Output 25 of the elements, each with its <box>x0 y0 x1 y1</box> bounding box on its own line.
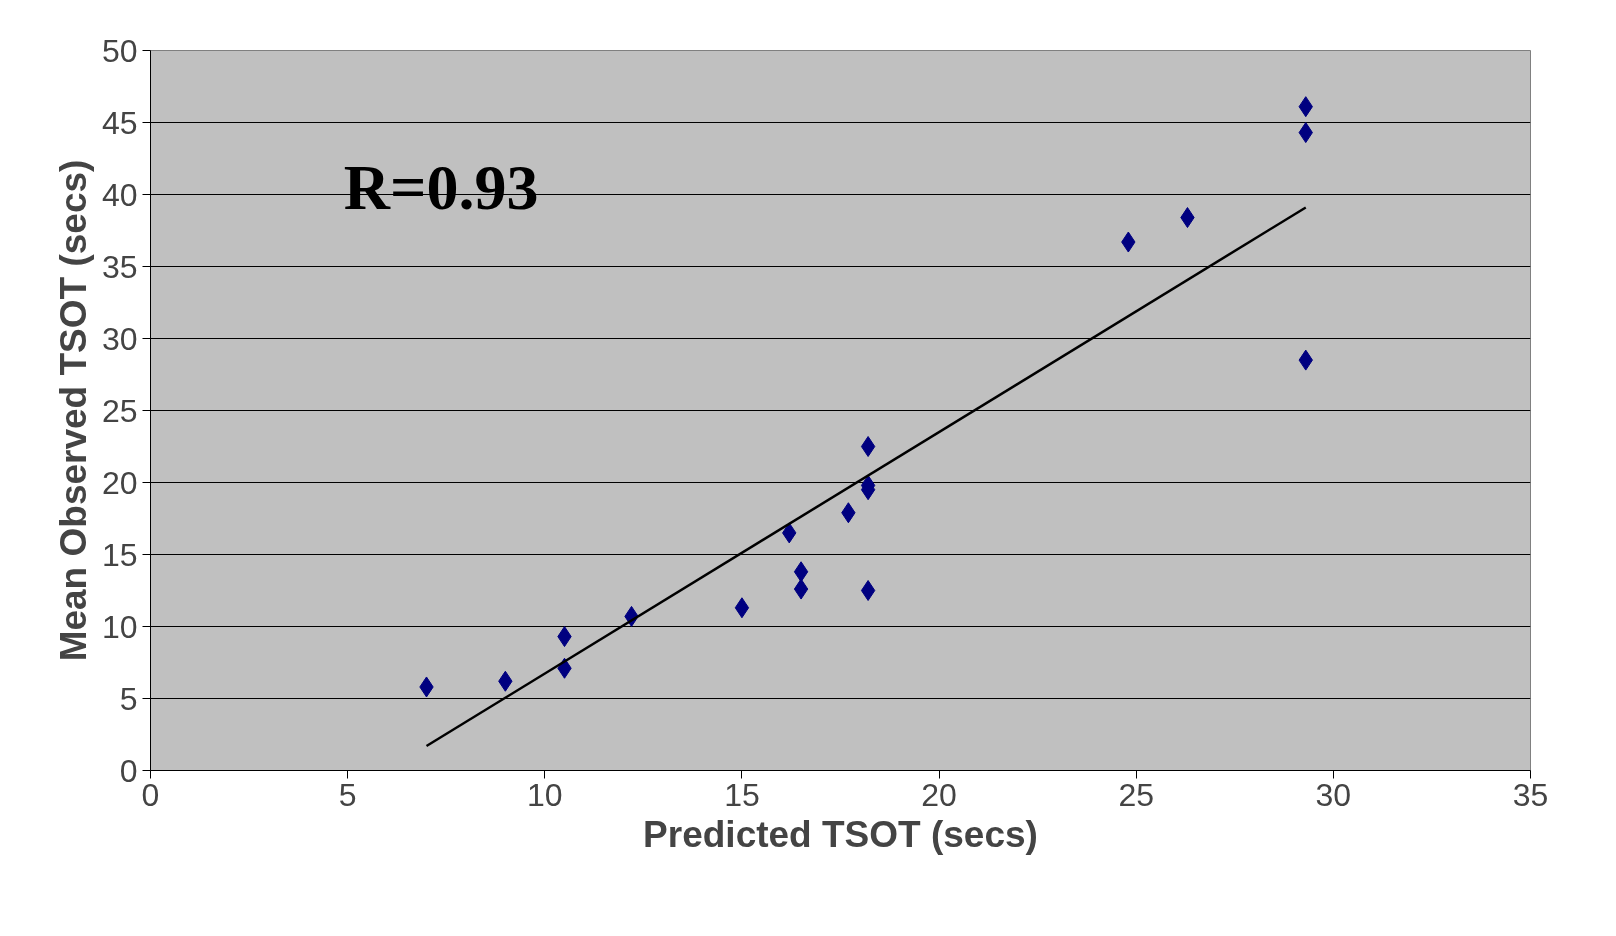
x-axis-title: Predicted TSOT (secs) <box>643 813 1038 855</box>
y-tick-label: 0 <box>119 752 138 789</box>
point <box>860 580 876 601</box>
y-tick-label: 5 <box>119 680 138 717</box>
point <box>734 597 750 619</box>
x-tick-label: 10 <box>526 776 563 813</box>
y-tick-label: 15 <box>101 536 138 573</box>
y-tick-label: 40 <box>101 176 138 213</box>
y-tick-label: 10 <box>101 608 138 645</box>
x-tick-label: 15 <box>724 776 760 813</box>
x-tick-label: 20 <box>921 776 957 813</box>
x-tick-label: 35 <box>1512 776 1549 813</box>
y-tick-label: 20 <box>101 464 138 501</box>
point <box>860 436 876 457</box>
x-tick-label: 25 <box>1118 776 1155 813</box>
x-tick-label: 5 <box>338 776 357 813</box>
x-tick-label: 30 <box>1315 776 1352 813</box>
y-tick-label: 25 <box>101 392 138 429</box>
point <box>793 578 809 600</box>
point <box>793 561 809 583</box>
y-tick-label: 50 <box>101 32 138 69</box>
y-axis-title: Mean Observed TSOT (secs) <box>52 159 94 662</box>
y-tick-label: 45 <box>101 104 138 141</box>
y-tick-label: 30 <box>101 320 138 357</box>
y-tick-label: 35 <box>101 248 138 285</box>
